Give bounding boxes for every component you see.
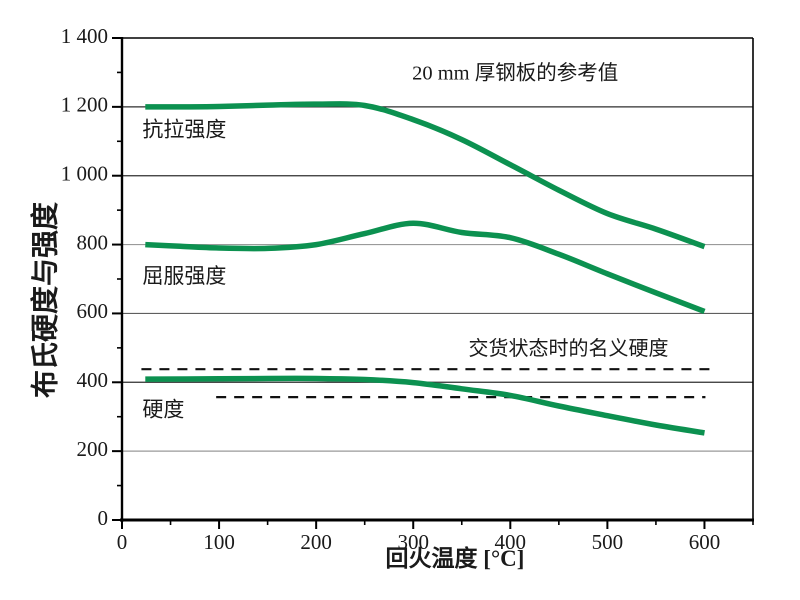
x-tick-label-200: 200 bbox=[300, 530, 332, 554]
x-tick-label-300: 300 bbox=[397, 530, 429, 554]
tensile-strength-curve bbox=[145, 101, 706, 250]
x-tick-label-500: 500 bbox=[592, 530, 624, 554]
y-tick-label-400: 400 bbox=[77, 368, 109, 392]
y-tick-label-1400: 1 400 bbox=[61, 24, 108, 48]
x-tick-label-0: 0 bbox=[117, 530, 128, 554]
x-tick-label-600: 600 bbox=[689, 530, 721, 554]
plate-reference-annotation: 20 mm 厚钢板的参考值 bbox=[412, 62, 618, 85]
y-axis-title: 布氏硬度与强度 bbox=[29, 202, 61, 398]
hardness-curve-label: 硬度 bbox=[142, 397, 184, 421]
x-axis-title: 回火温度 [°C] bbox=[386, 545, 525, 571]
y-tick-label-0: 0 bbox=[98, 506, 109, 530]
x-tick-label-400: 400 bbox=[495, 530, 527, 554]
y-tick-label-1000: 1 000 bbox=[61, 162, 108, 186]
hardness-curve bbox=[145, 375, 705, 436]
x-tick-label-100: 100 bbox=[203, 530, 235, 554]
tensile-strength-curve-label: 抗拉强度 bbox=[142, 117, 226, 141]
y-tick-label-800: 800 bbox=[77, 230, 109, 254]
y-tick-label-1200: 1 200 bbox=[61, 93, 108, 117]
nominal-hardness-label: 交货状态时的名义硬度 bbox=[469, 337, 669, 360]
yield-strength-curve-label: 屈服强度 bbox=[142, 264, 226, 288]
y-tick-label-600: 600 bbox=[77, 299, 109, 323]
y-tick-label-200: 200 bbox=[77, 437, 109, 461]
yield-strength-curve bbox=[145, 220, 706, 314]
